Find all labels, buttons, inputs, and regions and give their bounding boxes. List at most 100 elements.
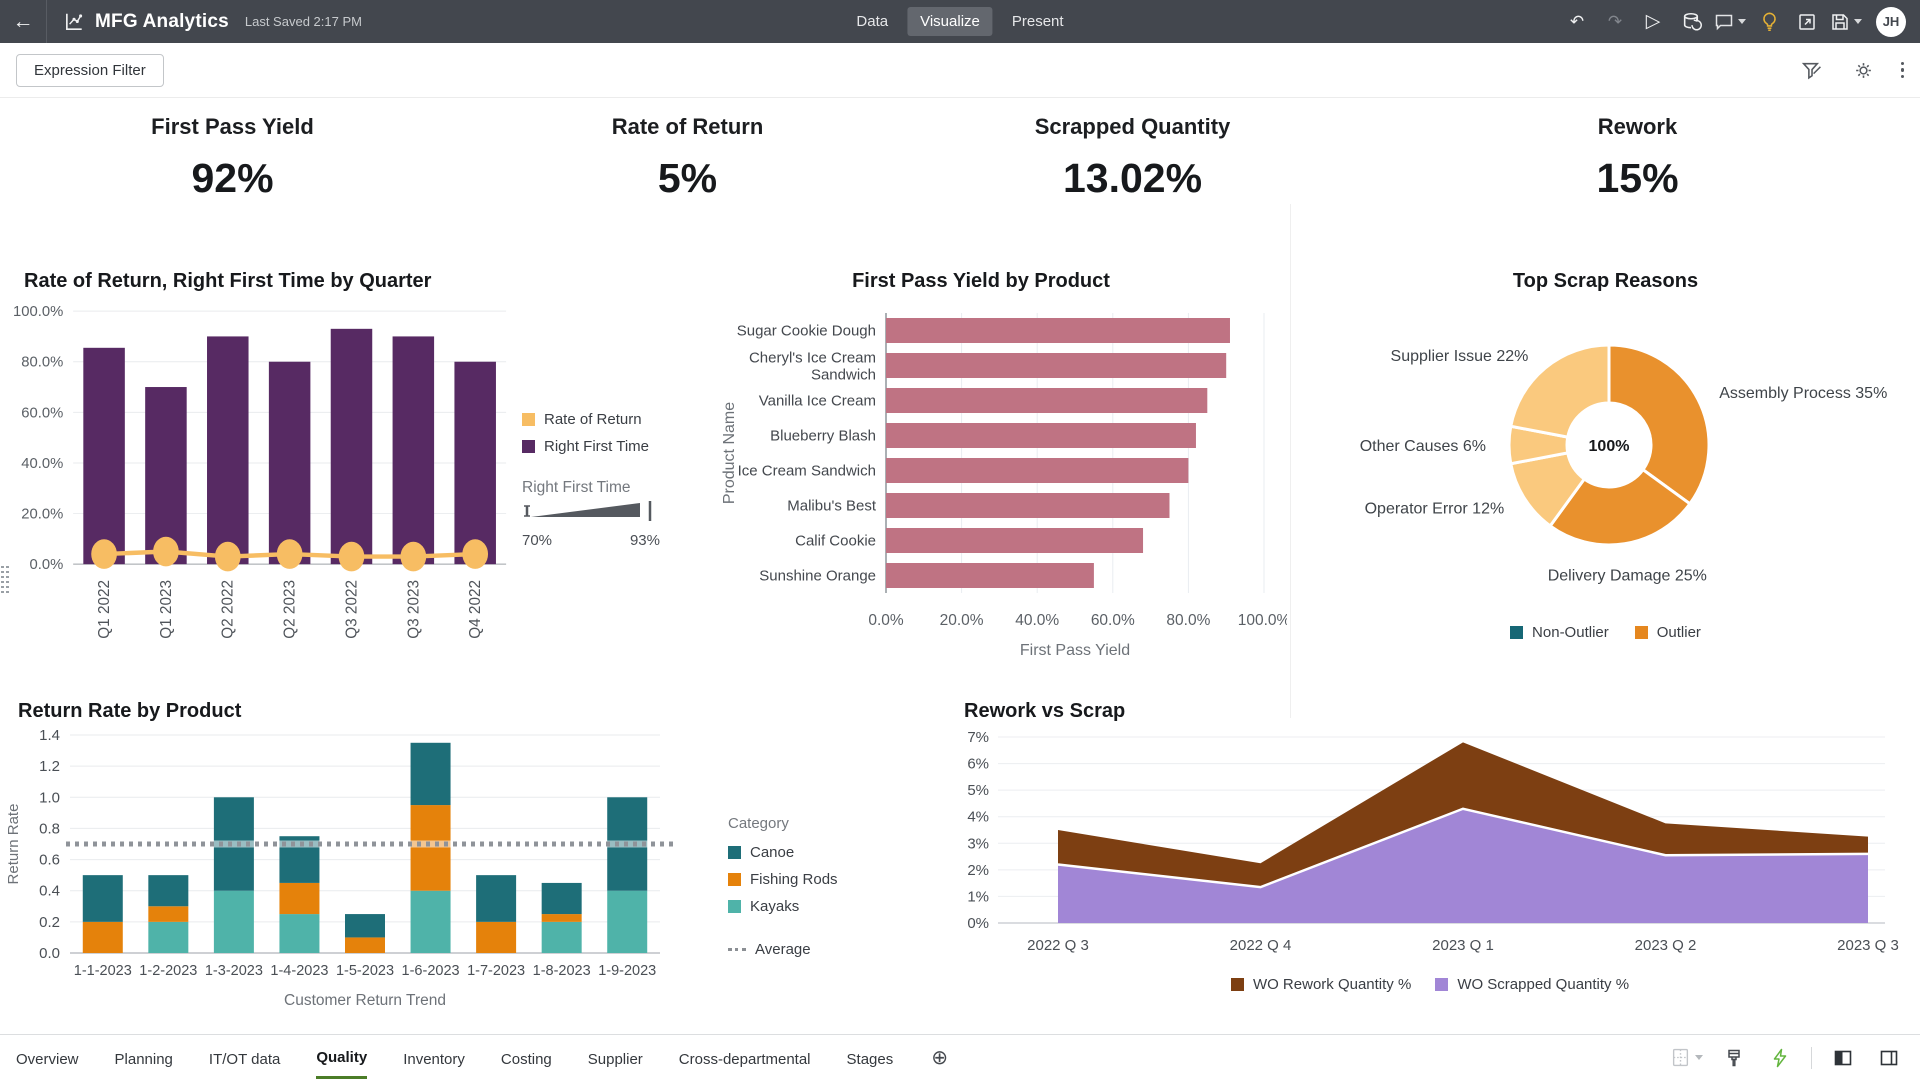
toggle-left-panel-icon[interactable] <box>1828 1043 1858 1073</box>
legend-item[interactable]: Canoe <box>728 844 888 861</box>
legend-swatch <box>728 846 741 859</box>
rework-area-chart[interactable]: 0% 1% 2% 3% 4% 5% 6% 7% 2022 Q 3 2022 Q 4 2023 Q 1… <box>940 723 1900 969</box>
add-canvas-button[interactable]: ⊕ <box>931 1047 948 1069</box>
refresh-data-icon[interactable] <box>1676 7 1706 37</box>
legend-item-average[interactable]: Average <box>728 941 888 958</box>
legend-item[interactable]: Non-Outlier <box>1510 624 1609 641</box>
legend-item[interactable]: Kayaks <box>728 898 888 915</box>
panel-rework-vs-scrap: Rework vs Scrap 0% 1% 2% 3% 4% 5% 6% 7% 2022 Q 3… <box>940 692 1920 1038</box>
comments-button[interactable] <box>1714 7 1746 37</box>
mode-tab-visualize[interactable]: Visualize <box>907 7 993 36</box>
quarter-combo-chart[interactable]: 0.0% 20.0% 40.0% 60.0% 80.0% 100.0% Q1 2022 Q1 … <box>0 293 516 693</box>
svg-text:0.6: 0.6 <box>39 852 60 869</box>
legend-label: WO Rework Quantity % <box>1252 976 1412 993</box>
legend-swatch <box>1510 626 1524 639</box>
chart-title: Rework vs Scrap <box>964 700 1126 722</box>
kpi-label: Rate of Return <box>611 114 764 139</box>
slider-range-labels: 70% 93% <box>522 532 660 549</box>
legend-item[interactable]: Right First Time <box>522 438 672 455</box>
toggle-right-panel-icon[interactable] <box>1874 1043 1904 1073</box>
svg-text:0.0%: 0.0% <box>868 612 904 629</box>
return-rate-stacked-bar-chart[interactable]: 0.0 0.2 0.4 0.6 0.8 1.0 1.2 1.4 1-1-2023 1-2-2023… <box>0 723 718 1023</box>
slider-title: Right First Time <box>522 479 631 496</box>
preview-play-button[interactable]: ▷ <box>1645 11 1661 32</box>
svg-text:1-3-2023: 1-3-2023 <box>205 963 263 979</box>
svg-text:40.0%: 40.0% <box>1015 612 1059 629</box>
undo-button[interactable]: ↶ <box>1569 11 1585 31</box>
quarter-chart-legend: Rate of Return Right First Time Right Fi… <box>522 411 672 693</box>
legend-item[interactable]: Rate of Return <box>522 411 672 428</box>
svg-text:0.8: 0.8 <box>39 820 60 837</box>
insights-lightbulb-icon[interactable] <box>1754 7 1784 37</box>
scrap-donut-chart[interactable]: Assembly Process 35% Delivery Damage 25% O… <box>1291 293 1919 615</box>
svg-text:0.2: 0.2 <box>39 914 60 931</box>
svg-text:Malibu's Best: Malibu's Best <box>787 498 877 515</box>
canvas-tab-cross-departmental[interactable]: Cross-departmental <box>678 1050 811 1068</box>
redo-button[interactable]: ↷ <box>1607 11 1623 31</box>
canvas-tab-bar: Overview Planning IT/OT data Quality Invento… <box>0 1034 1920 1080</box>
legend-item[interactable]: Fishing Rods <box>728 871 888 888</box>
kpi-first-pass-yield[interactable]: First Pass Yield 92% <box>0 114 465 204</box>
canvas-tab-it-ot-data[interactable]: IT/OT data <box>208 1050 281 1068</box>
svg-text:Blueberry Blash: Blueberry Blash <box>770 428 876 445</box>
canvas-settings-gear-icon[interactable] <box>1849 55 1879 85</box>
legend-label: WO Scrapped Quantity % <box>1457 976 1630 993</box>
more-options-menu[interactable] <box>1900 61 1904 79</box>
canvas-layout-grid-icon[interactable] <box>1671 1043 1703 1073</box>
svg-text:2%: 2% <box>967 862 989 879</box>
footer-divider <box>1811 1046 1812 1069</box>
user-avatar[interactable]: JH <box>1876 6 1906 37</box>
canvas-tab-supplier[interactable]: Supplier <box>587 1050 643 1068</box>
expression-filter-button[interactable]: Expression Filter <box>16 53 164 87</box>
back-button[interactable]: ← <box>12 9 34 33</box>
legend-item[interactable]: WO Rework Quantity % <box>1230 976 1412 993</box>
auto-insights-lightning-icon[interactable] <box>1765 1043 1795 1073</box>
svg-text:1-2-2023: 1-2-2023 <box>139 963 197 979</box>
canvas-tab-overview[interactable]: Overview <box>16 1050 79 1068</box>
svg-text:80.0%: 80.0% <box>21 355 63 371</box>
legend-label: Outlier <box>1656 624 1701 641</box>
save-button[interactable] <box>1830 7 1862 37</box>
mode-tab-present[interactable]: Present <box>1011 13 1064 30</box>
svg-text:Other Causes 6%: Other Causes 6% <box>1360 438 1486 455</box>
right-first-time-range-slider[interactable] <box>522 497 672 525</box>
kpi-rework[interactable]: Rework 15% <box>1355 114 1920 204</box>
legend-item[interactable]: WO Scrapped Quantity % <box>1435 976 1629 993</box>
canvas-tabs: Overview Planning IT/OT data Quality Invento… <box>16 1036 929 1079</box>
mode-tabs: Data Visualize Present <box>843 7 1076 36</box>
svg-text:1-9-2023: 1-9-2023 <box>598 963 656 979</box>
rework-chart-legend: WO Rework Quantity % WO Scrapped Quantit… <box>940 976 1920 993</box>
comments-caret-icon <box>1738 19 1746 24</box>
kpi-label: First Pass Yield <box>151 114 314 139</box>
svg-text:4%: 4% <box>967 809 989 826</box>
filter-bar-icon[interactable] <box>1797 55 1827 85</box>
svg-text:Assembly Process 35%: Assembly Process 35% <box>1719 385 1887 402</box>
canvas-resize-handle[interactable] <box>1 566 10 601</box>
mode-tab-data[interactable]: Data <box>856 13 889 30</box>
canvas-tab-stages[interactable]: Stages <box>846 1050 894 1068</box>
kpi-value: 15% <box>1596 155 1679 201</box>
svg-text:Calif Cookie: Calif Cookie <box>795 533 876 550</box>
legend-label: Non-Outlier <box>1532 624 1609 641</box>
canvas-tab-inventory[interactable]: Inventory <box>403 1050 465 1068</box>
canvas-tab-planning[interactable]: Planning <box>114 1050 173 1068</box>
kpi-rate-of-return[interactable]: Rate of Return 5% <box>465 114 910 204</box>
fpy-hbar-chart[interactable]: 0.0% 20.0% 40.0% 60.0% 80.0% 100.0% First Pass… <box>672 293 1290 713</box>
legend-label: Right First Time <box>544 438 650 455</box>
svg-text:60.0%: 60.0% <box>21 405 63 421</box>
legend-swatch <box>1230 978 1244 991</box>
kpi-label: Rework <box>1597 114 1678 139</box>
canvas-tab-quality[interactable]: Quality <box>316 1036 368 1079</box>
svg-text:2022 Q 3: 2022 Q 3 <box>1027 937 1089 954</box>
kpi-scrapped-quantity[interactable]: Scrapped Quantity 13.02% <box>910 114 1355 204</box>
canvas-tab-costing[interactable]: Costing <box>500 1050 552 1068</box>
canvas-style-brush-icon[interactable] <box>1719 1043 1749 1073</box>
legend-item[interactable]: Outlier <box>1634 624 1701 641</box>
open-in-window-icon[interactable] <box>1792 7 1822 37</box>
svg-text:60.0%: 60.0% <box>1091 612 1135 629</box>
svg-text:Q1 2023: Q1 2023 <box>158 580 175 639</box>
app-header: ← MFG Analytics Last Saved 2:17 PM Data V… <box>0 0 1920 43</box>
legend-swatch <box>728 873 741 886</box>
header-divider <box>46 0 47 43</box>
legend-label: Fishing Rods <box>750 871 838 888</box>
